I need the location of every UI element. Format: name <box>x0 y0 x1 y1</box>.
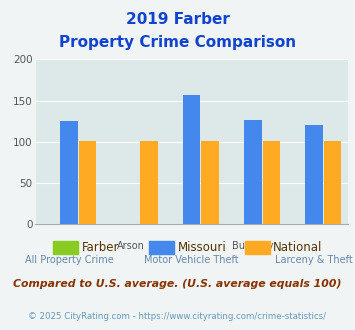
Text: 2019 Farber: 2019 Farber <box>126 12 229 26</box>
Text: Farber: Farber <box>82 241 119 254</box>
Bar <box>324 141 341 224</box>
Text: All Property Crime: All Property Crime <box>25 255 114 265</box>
Bar <box>60 121 78 224</box>
Bar <box>140 141 158 224</box>
Bar <box>201 141 219 224</box>
Text: Larceny & Theft: Larceny & Theft <box>275 255 353 265</box>
Text: National: National <box>273 241 323 254</box>
Bar <box>79 141 96 224</box>
Text: Arson: Arson <box>116 241 144 251</box>
Bar <box>306 125 323 224</box>
Bar <box>183 95 201 224</box>
Text: Motor Vehicle Theft: Motor Vehicle Theft <box>144 255 239 265</box>
Bar <box>263 141 280 224</box>
Text: © 2025 CityRating.com - https://www.cityrating.com/crime-statistics/: © 2025 CityRating.com - https://www.city… <box>28 312 327 321</box>
Text: Burglary: Burglary <box>232 241 274 251</box>
Text: Missouri: Missouri <box>178 241 226 254</box>
Bar <box>244 120 262 224</box>
Text: Property Crime Comparison: Property Crime Comparison <box>59 35 296 50</box>
Text: Compared to U.S. average. (U.S. average equals 100): Compared to U.S. average. (U.S. average … <box>13 279 342 289</box>
